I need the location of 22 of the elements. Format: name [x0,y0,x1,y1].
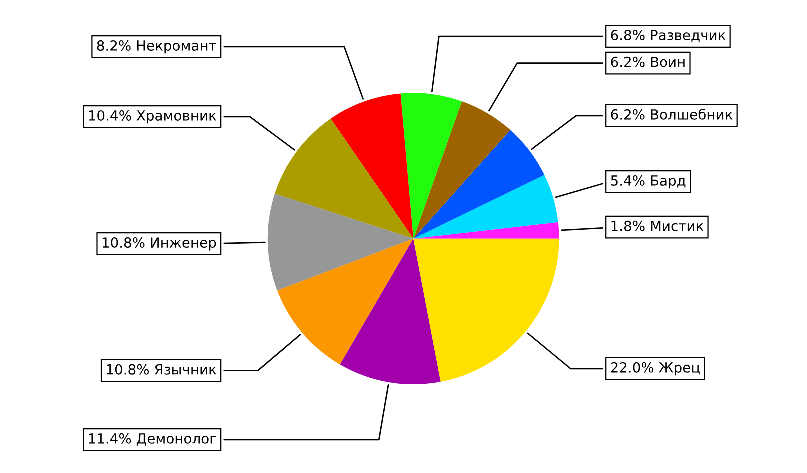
pie-slice [277,238,414,365]
slice-label: 5.4% Бард [611,175,686,189]
pie-slice [340,238,441,385]
slice-label: 10.4% Храмовник [89,110,216,124]
pie-slice [400,93,462,239]
pie-slice [414,238,560,382]
pie-slice [414,101,511,239]
pie-slice [414,222,560,239]
slice-label: 22.0% Жрец [611,362,700,376]
slice-label: 10.8% Инженер [102,238,216,251]
pie-slice [268,194,414,291]
pie-slice [414,130,545,239]
slice-label: 8.2% Некромант [97,40,217,54]
slice-label: 11.4% Демонолог [89,433,216,446]
slice-label: 6.8% Разведчик [611,30,726,42]
slice-label: 6.2% Воин [611,56,685,68]
slice-label: 1.8% Мистик [612,220,704,232]
pie-slice [275,118,414,239]
slice-label: 6.2% Волшебник [611,108,733,120]
slice-label: 10.8% Язычник [107,364,216,375]
pie-slice [414,175,558,239]
pie-slice [330,94,414,239]
